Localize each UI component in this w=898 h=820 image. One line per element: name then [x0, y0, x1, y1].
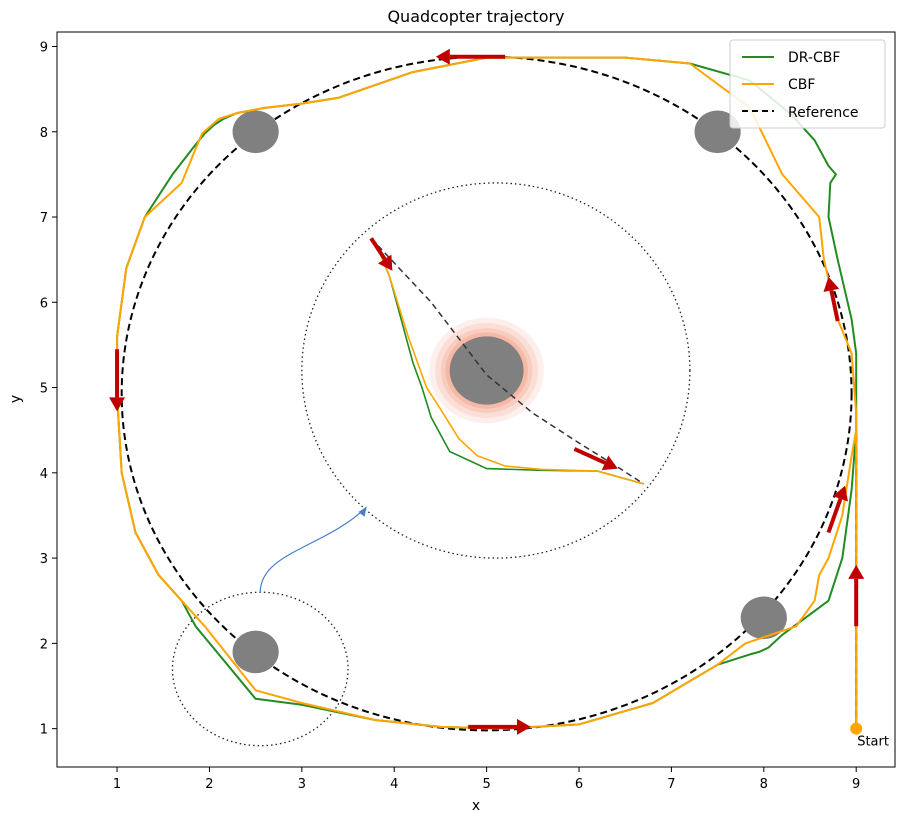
- inset-series-cbf-line: [370, 237, 644, 485]
- plot-area: Start: [109, 48, 889, 750]
- x-tick-label: 7: [667, 777, 675, 792]
- direction-arrow-head: [832, 485, 848, 502]
- y-tick-label: 8: [40, 126, 48, 141]
- direction-arrow-head: [378, 254, 393, 271]
- plot-frame: [56, 31, 896, 768]
- obstacle: [694, 110, 741, 154]
- x-tick-label: 3: [298, 777, 306, 792]
- y-tick-label: 4: [40, 467, 48, 482]
- x-tick-label: 6: [575, 777, 583, 792]
- direction-arrow-head: [848, 564, 865, 579]
- direction-arrow-shaft: [826, 498, 843, 534]
- y-tick-label: 9: [40, 40, 48, 55]
- legend-label-dr-cbf: DR-CBF: [788, 50, 840, 66]
- obstacle: [740, 596, 787, 640]
- y-tick-label: 3: [40, 552, 48, 567]
- y-axis-title: y: [8, 395, 24, 403]
- x-tick-label: 5: [482, 777, 490, 792]
- direction-arrow-head: [516, 718, 531, 735]
- y-tick-label: 7: [40, 211, 48, 226]
- x-tick-label: 8: [760, 777, 768, 792]
- inset-connector-arrowhead: [358, 506, 367, 517]
- direction-arrow-shaft: [369, 237, 387, 261]
- start-marker: [850, 722, 863, 735]
- axis-ticks: 1 2 3 4 5 6 7 8 9 1 2 3 4 5 6 7 8 9: [40, 40, 861, 792]
- x-tick-label: 9: [852, 777, 860, 792]
- direction-arrow-shaft: [829, 290, 840, 322]
- inset-zoom-circle: [301, 182, 691, 559]
- inset-connector-line: [259, 506, 367, 593]
- x-tick-label: 1: [113, 777, 121, 792]
- direction-arrow-head: [601, 455, 618, 471]
- x-axis-title: x: [472, 798, 480, 814]
- legend-label-reference: Reference: [788, 105, 859, 121]
- start-label: Start: [857, 735, 889, 750]
- obstacle: [232, 630, 279, 674]
- inset-obstacle: [449, 336, 524, 405]
- legend: DR-CBF CBF Reference: [729, 39, 886, 129]
- y-tick-label: 5: [40, 382, 48, 397]
- y-tick-label: 2: [40, 637, 48, 652]
- direction-arrow-shaft: [573, 447, 606, 465]
- series-cbf-line: [116, 56, 858, 730]
- x-tick-label: 4: [390, 777, 398, 792]
- x-tick-label: 2: [205, 777, 213, 792]
- direction-arrow-head: [435, 48, 450, 65]
- legend-frame: [729, 39, 886, 129]
- legend-label-cbf: CBF: [788, 77, 815, 93]
- chart-title: Quadcopter trajectory: [387, 7, 564, 26]
- direction-arrow-head: [109, 397, 126, 412]
- y-tick-label: 6: [40, 296, 48, 311]
- y-tick-label: 1: [40, 723, 48, 738]
- obstacle: [232, 110, 279, 154]
- direction-arrow-head: [823, 276, 840, 293]
